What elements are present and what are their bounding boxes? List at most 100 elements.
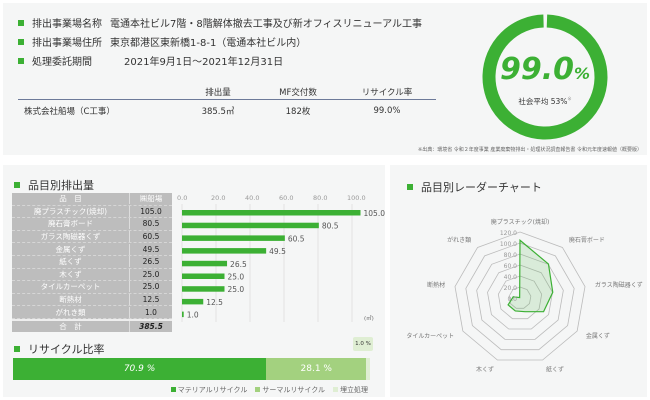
th: MF交付数	[279, 88, 317, 98]
item-name: 紙くず	[12, 256, 130, 268]
item-value: 49.5	[142, 244, 160, 254]
bullet-icon	[14, 182, 20, 188]
radar-tick: 100.0	[500, 241, 517, 248]
bullet-icon	[18, 38, 24, 45]
segment-2	[366, 358, 370, 380]
item-name: 合 計	[12, 320, 130, 332]
item-name: 廃プラスチック(焼却)	[12, 205, 130, 217]
recycle-legend: マテリアルリサイクル サーマルリサイクル 埋立処理	[170, 385, 368, 395]
td: 99.0%	[373, 106, 401, 116]
radar-axis-label: タイルカーペット	[406, 332, 454, 340]
radar-tick: 20.0	[504, 285, 518, 292]
bar-label: 12.5	[206, 298, 223, 307]
bar-label: 25.0	[228, 285, 245, 294]
item-value: 60.5	[142, 232, 160, 242]
bar	[182, 248, 267, 254]
radar-tick: 40.0	[504, 274, 518, 281]
item-value: 25.0	[142, 269, 160, 279]
item-value: 26.5	[142, 257, 160, 267]
recycle-donut	[482, 14, 608, 140]
item-name: 断熱材	[12, 294, 130, 306]
bar-label: 25.0	[228, 273, 245, 282]
td: 182枚	[285, 107, 311, 117]
item-value: 105.0	[140, 206, 162, 216]
bullet-icon	[18, 19, 24, 26]
radar-tick: 0.0	[507, 296, 517, 303]
radar-tick: 120.0	[500, 230, 517, 237]
radar-axis-label: 木くず	[476, 365, 494, 373]
item-value: 25.0	[142, 282, 160, 292]
radar-grid	[476, 253, 564, 340]
item-value: 385.5	[139, 321, 163, 331]
td: 385.5㎥	[201, 107, 235, 117]
bar-label: 1.0	[187, 311, 199, 320]
value: 東京都港区東新橋1-8-1（電通本社ビル内）	[110, 38, 307, 49]
radar-axis-label: ガラス陶磁器くず	[595, 281, 643, 289]
item-name: タイルカーペット	[12, 281, 130, 293]
segment-1: 28.1 %	[266, 358, 367, 380]
value: 電通本社ビル7階・8階解体撤去工事及び新オフィスリニューアル工事	[110, 19, 423, 30]
value: 2021年9月1日〜2021年12月31日	[124, 57, 284, 68]
tick-label: 100.0	[347, 194, 366, 202]
label: 排出事業場住所	[32, 38, 102, 49]
radar-grid	[497, 275, 543, 320]
table-row: 廃石膏ボード 80.5	[12, 218, 172, 231]
donut-average: 社会平均 53%※	[518, 96, 572, 107]
item-name: 品 目	[12, 193, 130, 205]
item-name: ガラス陶磁器くず	[12, 231, 130, 243]
summary-table: 排出量 MF交付数 リサイクル率 株式会社船場（C工事） 385.5㎥ 182枚 99.0…	[18, 86, 436, 122]
item-name: 廃石膏ボード	[12, 218, 130, 230]
donut-value: 99.0%	[499, 52, 591, 87]
source-note: ※出典：環境省 令和２年度事業 産業廃棄物排出・処理状況調査報告書 令和元年度速…	[418, 147, 642, 153]
bar-label: 80.5	[322, 222, 339, 231]
bar-label: 26.5	[230, 260, 247, 269]
table-row: 木くず 25.0	[12, 268, 172, 282]
bar	[182, 273, 225, 279]
bar	[182, 298, 204, 305]
bullet-icon	[14, 346, 20, 352]
table-row: 株式会社船場（C工事） 385.5㎥ 182枚 99.0%	[18, 100, 436, 122]
tick-label: 20.0	[211, 194, 225, 202]
radar-grid	[465, 242, 575, 351]
bar-label: 60.5	[288, 234, 305, 243]
item-value: ㈱船場	[139, 194, 163, 204]
tick-label: 80.0	[313, 194, 327, 202]
table-row: 金属くず 49.5	[12, 243, 172, 256]
table-total-row: 合 計 385.5	[12, 318, 172, 332]
table-row: 廃プラスチック(焼却) 105.0	[12, 205, 172, 219]
radar-grid	[487, 264, 553, 330]
radar-axis-label: 廃プラスチック(焼却)	[491, 218, 550, 226]
item-value: 80.5	[142, 219, 160, 229]
table-row: 断熱材 12.5	[12, 294, 172, 307]
legend-item: 埋立処理	[333, 385, 368, 395]
radar-panel	[390, 165, 647, 397]
radar-axis-label: がれき類	[447, 236, 471, 244]
legend-item: マテリアルリサイクル	[170, 385, 247, 395]
table-row: 紙くず 26.5	[12, 256, 172, 269]
radar-tick: 60.0	[504, 263, 518, 270]
info-address: 排出事業場住所 東京都港区東新橋1-8-1（電通本社ビル内）	[18, 34, 306, 49]
radar-axis-label: 金属くず	[586, 332, 610, 340]
tick-label: 40.0	[245, 194, 259, 202]
emission-table: 品 目㈱船場 廃プラスチック(焼却) 105.0 廃石膏ボード 80.5 ガラス陶磁器くず…	[12, 193, 172, 332]
tick-label: 0.0	[177, 194, 187, 202]
info-period: 処理委託期間 2021年9月1日〜2021年12月31日	[18, 53, 283, 68]
emission-title: 品目別排出量	[14, 177, 94, 193]
label: 排出事業場名称	[32, 19, 102, 30]
radar-chart: 0.0 20.0 40.0 60.0 80.0 100.0 120.0 廃プラスチック(焼却)…	[406, 218, 643, 373]
th: リサイクル率	[361, 88, 413, 98]
legend-swatch	[333, 387, 338, 392]
radar-axis-label: 廃石膏ボード	[569, 236, 605, 244]
bar	[182, 235, 285, 241]
bar	[182, 286, 225, 292]
radar-axis-label: 紙くず	[546, 365, 564, 373]
legend-item: サーマルリサイクル	[255, 385, 325, 395]
landfill-callout: 1.0 %	[353, 337, 373, 351]
table-row: がれき類 1.0	[12, 306, 172, 319]
item-value: 12.5	[142, 295, 160, 305]
emission-bar-chart: 0.0 20.0 40.0 60.0 80.0 100.0 105.0 80.5 60.549.…	[177, 194, 385, 322]
radar-title: 品目別レーダーチャート	[407, 179, 542, 195]
radar-grid	[508, 286, 532, 309]
item-value: 1.0	[145, 307, 157, 317]
item-name: 金属くず	[12, 243, 130, 255]
